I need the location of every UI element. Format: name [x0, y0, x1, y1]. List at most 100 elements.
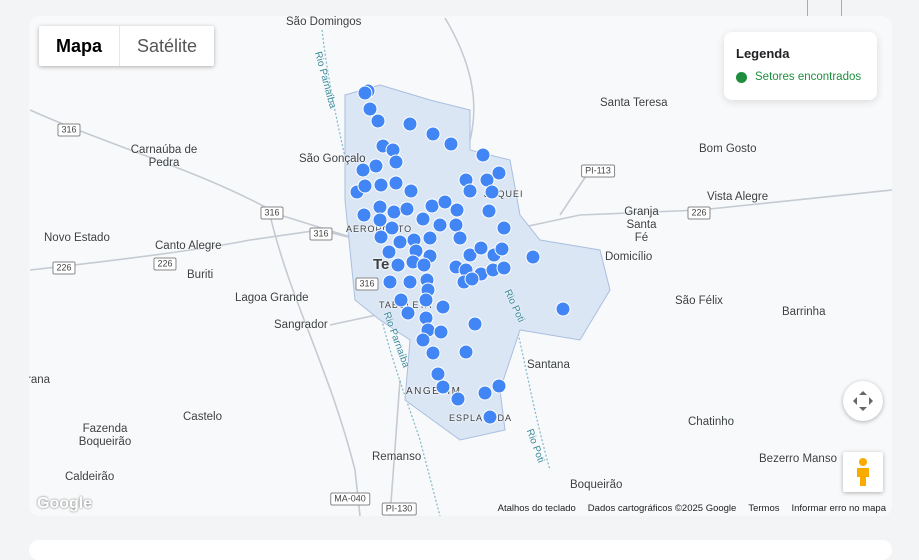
sector-marker[interactable] — [416, 257, 432, 273]
sector-marker[interactable] — [384, 220, 400, 236]
sector-marker[interactable] — [373, 177, 389, 193]
place-label: Bom Gosto — [699, 143, 757, 155]
sector-marker[interactable] — [452, 230, 468, 246]
road-shield: PI-113 — [581, 164, 615, 178]
sector-marker[interactable] — [403, 183, 419, 199]
terms-link[interactable]: Termos — [748, 503, 780, 514]
sector-marker[interactable] — [415, 211, 431, 227]
google-logo: Google — [37, 495, 93, 512]
sector-marker[interactable] — [400, 305, 416, 321]
sector-marker[interactable] — [473, 240, 489, 256]
sector-marker[interactable] — [494, 241, 510, 257]
sector-marker[interactable] — [388, 154, 404, 170]
place-label: Boqueirão — [570, 479, 623, 491]
sector-marker[interactable] — [357, 85, 373, 101]
sector-marker[interactable] — [415, 332, 431, 348]
place-label: Santa Teresa — [600, 97, 668, 109]
sector-marker[interactable] — [482, 409, 498, 425]
sector-marker[interactable] — [464, 271, 480, 287]
sector-marker[interactable] — [467, 316, 483, 332]
sector-marker[interactable] — [435, 299, 451, 315]
road-shield: PI-130 — [381, 502, 417, 516]
sector-marker[interactable] — [450, 391, 466, 407]
place-label: Castelo — [183, 411, 222, 423]
road-shield: 316 — [260, 206, 284, 220]
sector-marker[interactable] — [449, 202, 465, 218]
sector-marker[interactable] — [370, 113, 386, 129]
place-label: São Félix — [675, 295, 723, 307]
map[interactable]: São Domingos Carnaúba de Pedra São Gonça… — [29, 16, 892, 516]
district-label: AEROPORTO — [346, 223, 412, 236]
sector-marker[interactable] — [462, 183, 478, 199]
place-label: Novo Estado — [44, 232, 110, 244]
district-label: JOQUEI — [484, 189, 524, 199]
sector-marker[interactable] — [491, 378, 507, 394]
sector-marker[interactable] — [525, 249, 541, 265]
sector-marker[interactable] — [425, 345, 441, 361]
bottom-card — [29, 540, 892, 560]
legend-dot-icon — [736, 71, 747, 83]
sector-marker[interactable] — [388, 175, 404, 191]
place-label: Santana — [527, 359, 570, 371]
sector-marker[interactable] — [357, 178, 373, 194]
sector-marker[interactable] — [425, 126, 441, 142]
sector-marker[interactable] — [393, 292, 409, 308]
place-label: Te — [373, 256, 390, 273]
sector-marker[interactable] — [418, 292, 434, 308]
road-shield: 226 — [52, 261, 76, 275]
sector-marker[interactable] — [477, 385, 493, 401]
report-error-link[interactable]: Informar erro no mapa — [791, 503, 886, 514]
street-view-pegman-button[interactable] — [843, 452, 883, 492]
road-shield: 316 — [355, 277, 379, 291]
map-type-map-button[interactable]: Mapa — [39, 26, 121, 66]
sector-marker[interactable] — [432, 217, 448, 233]
sector-marker[interactable] — [496, 220, 512, 236]
place-label: Lagoa Grande — [235, 292, 309, 304]
sector-marker[interactable] — [381, 244, 397, 260]
sector-marker[interactable] — [382, 274, 398, 290]
sector-marker[interactable] — [422, 230, 438, 246]
sector-marker[interactable] — [555, 301, 571, 317]
road-shield: 316 — [57, 123, 81, 137]
sector-marker[interactable] — [372, 212, 388, 228]
sector-marker[interactable] — [355, 162, 371, 178]
place-label: Buriti — [187, 269, 214, 281]
sector-marker[interactable] — [491, 165, 507, 181]
place-label: Chatinho — [688, 416, 735, 428]
place-label: Barrinha — [782, 306, 826, 318]
sector-marker[interactable] — [399, 201, 415, 217]
sector-marker[interactable] — [368, 158, 384, 174]
sector-marker[interactable] — [496, 260, 512, 276]
camera-control-button[interactable] — [843, 381, 883, 421]
place-label: Bezerro Manso — [759, 453, 837, 465]
sector-marker[interactable] — [356, 207, 372, 223]
place-label: São Domingos — [286, 16, 362, 28]
road-shield: 316 — [309, 227, 333, 241]
place-label: Fazenda Boqueirão — [78, 423, 132, 448]
sector-marker[interactable] — [373, 229, 389, 245]
sector-marker[interactable] — [437, 194, 453, 210]
map-footer: Atalhos do teclado Dados cartográficos ©… — [491, 501, 892, 516]
sector-marker[interactable] — [443, 136, 459, 152]
sector-marker[interactable] — [484, 184, 500, 200]
sector-marker[interactable] — [390, 257, 406, 273]
sector-marker[interactable] — [475, 147, 491, 163]
map-data-attribution: Dados cartográficos ©2025 Google — [587, 503, 737, 514]
map-type-satellite-button[interactable]: Satélite — [137, 36, 198, 56]
place-label: rana — [29, 374, 51, 386]
sector-marker[interactable] — [481, 203, 497, 219]
place-label: Granja Santa Fé — [624, 206, 659, 244]
sector-marker[interactable] — [458, 344, 474, 360]
map-type-control: Mapa Satélite — [39, 26, 215, 66]
sector-marker[interactable] — [402, 274, 418, 290]
sector-marker[interactable] — [435, 379, 451, 395]
legend-title: Legenda — [736, 46, 790, 61]
sector-marker[interactable] — [433, 324, 449, 340]
keyboard-shortcuts-link[interactable]: Atalhos do teclado — [497, 503, 576, 514]
sector-marker[interactable] — [362, 101, 378, 117]
place-label: São Gonçalo — [299, 153, 366, 165]
legend-item-label: Setores encontrados — [755, 71, 862, 83]
district-label: ANGELIM — [406, 386, 462, 397]
place-label: Canto Alegre — [155, 240, 222, 252]
sector-marker[interactable] — [402, 116, 418, 132]
